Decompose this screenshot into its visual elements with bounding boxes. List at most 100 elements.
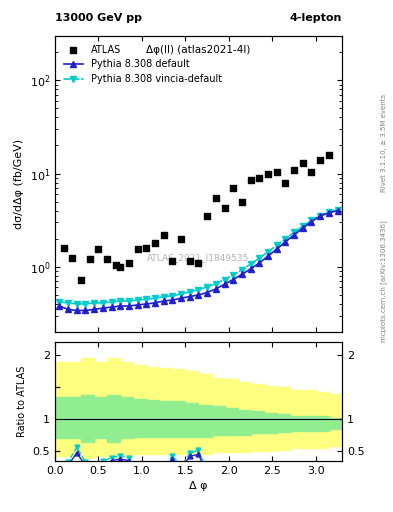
Pythia 8.308 default xyxy=(74,307,79,313)
ATLAS xyxy=(113,261,119,269)
ATLAS xyxy=(126,259,132,267)
ATLAS xyxy=(309,167,315,176)
Pythia 8.308 vincia-default xyxy=(222,276,227,283)
Pythia 8.308 vincia-default xyxy=(248,261,253,267)
ATLAS xyxy=(239,198,245,206)
Pythia 8.308 default xyxy=(101,305,105,311)
Pythia 8.308 default xyxy=(318,213,323,219)
Pythia 8.308 default xyxy=(162,298,166,304)
Pythia 8.308 default xyxy=(248,266,253,272)
Pythia 8.308 default xyxy=(274,246,279,252)
Pythia 8.308 vincia-default xyxy=(196,287,201,293)
ATLAS xyxy=(326,151,332,159)
ATLAS xyxy=(282,179,288,187)
Pythia 8.308 vincia-default xyxy=(300,223,305,229)
Text: ATLAS_2021_I1849535: ATLAS_2021_I1849535 xyxy=(147,253,250,263)
Pythia 8.308 default xyxy=(109,304,114,310)
Pythia 8.308 vincia-default xyxy=(187,289,192,295)
Pythia 8.308 vincia-default xyxy=(152,295,157,302)
Pythia 8.308 default xyxy=(66,306,70,312)
Pythia 8.308 vincia-default xyxy=(83,301,88,307)
Text: mcplots.cern.ch [arXiv:1306.3436]: mcplots.cern.ch [arXiv:1306.3436] xyxy=(380,221,387,343)
Pythia 8.308 vincia-default xyxy=(170,293,175,299)
Pythia 8.308 default xyxy=(266,253,270,259)
Pythia 8.308 vincia-default xyxy=(101,300,105,306)
Pythia 8.308 default xyxy=(283,239,288,245)
ATLAS xyxy=(274,167,280,176)
Pythia 8.308 vincia-default xyxy=(257,255,262,261)
Pythia 8.308 vincia-default xyxy=(292,229,296,236)
Pythia 8.308 vincia-default xyxy=(283,236,288,242)
Pythia 8.308 default xyxy=(292,232,296,238)
ATLAS xyxy=(221,204,228,212)
Pythia 8.308 vincia-default xyxy=(118,298,123,304)
Pythia 8.308 default xyxy=(222,281,227,287)
Line: Pythia 8.308 vincia-default: Pythia 8.308 vincia-default xyxy=(57,207,340,307)
ATLAS xyxy=(95,245,102,253)
Pythia 8.308 default xyxy=(179,295,184,302)
Pythia 8.308 vincia-default xyxy=(327,208,331,215)
Legend: ATLAS, Pythia 8.308 default, Pythia 8.308 vincia-default: ATLAS, Pythia 8.308 default, Pythia 8.30… xyxy=(60,40,226,88)
Text: Δφ(ll) (atlas2021-4l): Δφ(ll) (atlas2021-4l) xyxy=(146,45,251,55)
ATLAS xyxy=(291,165,297,174)
ATLAS xyxy=(169,257,176,265)
Pythia 8.308 default xyxy=(127,303,131,309)
Pythia 8.308 vincia-default xyxy=(179,291,184,297)
ATLAS xyxy=(117,263,123,271)
ATLAS xyxy=(195,259,202,267)
Pythia 8.308 default xyxy=(118,303,123,309)
Pythia 8.308 vincia-default xyxy=(92,300,97,306)
ATLAS xyxy=(187,257,193,265)
Pythia 8.308 vincia-default xyxy=(309,217,314,223)
Pythia 8.308 default xyxy=(205,289,209,295)
Pythia 8.308 default xyxy=(309,219,314,225)
ATLAS xyxy=(69,253,75,262)
Pythia 8.308 vincia-default xyxy=(205,284,209,290)
Text: Rivet 3.1.10, ≥ 3.5M events: Rivet 3.1.10, ≥ 3.5M events xyxy=(381,94,387,193)
Pythia 8.308 default xyxy=(213,286,218,292)
Pythia 8.308 default xyxy=(327,210,331,216)
Pythia 8.308 vincia-default xyxy=(318,212,323,219)
Pythia 8.308 vincia-default xyxy=(66,300,70,306)
Y-axis label: Ratio to ATLAS: Ratio to ATLAS xyxy=(17,366,27,437)
ATLAS xyxy=(248,176,254,184)
ATLAS xyxy=(299,159,306,167)
ATLAS xyxy=(178,234,184,243)
Pythia 8.308 default xyxy=(170,297,175,303)
Pythia 8.308 default xyxy=(152,300,157,306)
Pythia 8.308 vincia-default xyxy=(109,299,114,305)
Pythia 8.308 vincia-default xyxy=(74,301,79,307)
ATLAS xyxy=(204,212,210,220)
Pythia 8.308 vincia-default xyxy=(335,207,340,213)
ATLAS xyxy=(265,169,271,178)
Pythia 8.308 default xyxy=(92,306,97,312)
Pythia 8.308 default xyxy=(257,260,262,266)
Text: 13000 GeV pp: 13000 GeV pp xyxy=(55,13,142,23)
Pythia 8.308 default xyxy=(83,307,88,313)
Pythia 8.308 vincia-default xyxy=(135,297,140,303)
ATLAS xyxy=(61,244,67,252)
Pythia 8.308 vincia-default xyxy=(231,272,235,278)
Pythia 8.308 default xyxy=(135,302,140,308)
Pythia 8.308 default xyxy=(57,303,62,309)
Pythia 8.308 default xyxy=(300,225,305,231)
ATLAS xyxy=(104,255,110,264)
Pythia 8.308 vincia-default xyxy=(57,299,62,305)
ATLAS xyxy=(78,276,84,284)
Pythia 8.308 vincia-default xyxy=(274,242,279,248)
Pythia 8.308 vincia-default xyxy=(240,267,244,273)
Pythia 8.308 vincia-default xyxy=(144,296,149,302)
X-axis label: Δ φ: Δ φ xyxy=(189,481,208,491)
Pythia 8.308 vincia-default xyxy=(266,249,270,255)
ATLAS xyxy=(134,245,141,253)
ATLAS xyxy=(86,255,93,264)
Text: 4-lepton: 4-lepton xyxy=(290,13,342,23)
ATLAS xyxy=(161,231,167,239)
Y-axis label: dσ/dΔφ (fb/GeV): dσ/dΔφ (fb/GeV) xyxy=(14,139,24,229)
Pythia 8.308 default xyxy=(231,276,235,283)
ATLAS xyxy=(213,194,219,202)
Pythia 8.308 default xyxy=(240,271,244,278)
ATLAS xyxy=(317,156,323,164)
Pythia 8.308 default xyxy=(187,293,192,300)
Pythia 8.308 default xyxy=(196,292,201,298)
